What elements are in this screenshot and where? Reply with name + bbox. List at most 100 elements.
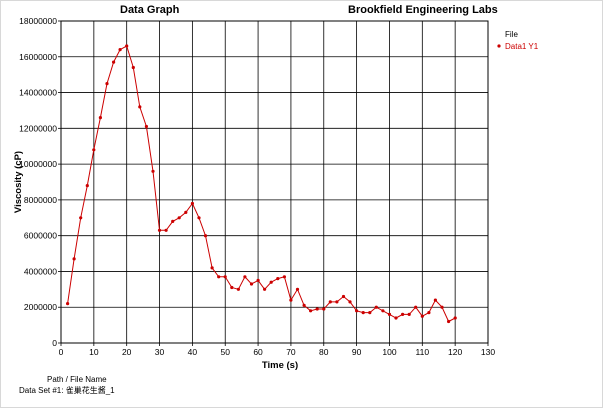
data-point	[407, 312, 411, 316]
data-point	[210, 266, 214, 270]
data-point	[302, 303, 306, 307]
data-point	[164, 228, 168, 232]
data-point	[263, 287, 267, 291]
data-point	[453, 316, 457, 320]
data-point	[355, 309, 359, 313]
x-axis-title: Time (s)	[262, 360, 298, 371]
data-point	[138, 105, 142, 109]
data-point	[341, 294, 346, 299]
x-tick-label: 40	[188, 347, 198, 357]
data-point	[249, 282, 254, 286]
data-point	[197, 216, 201, 220]
x-tick-label: 30	[155, 347, 165, 357]
legend-heading: File	[505, 30, 518, 39]
legend-marker	[497, 44, 501, 48]
data-point	[414, 305, 418, 309]
chart-title: Data Graph	[120, 4, 180, 16]
grid-lines	[61, 21, 488, 343]
axes	[58, 20, 489, 346]
data-point	[157, 228, 162, 232]
y-tick-labels: 0 2000000 4000000 6000000 8000000 10000000 120…	[19, 16, 57, 348]
data-point	[243, 275, 247, 279]
data-point	[236, 287, 240, 291]
data-point	[447, 319, 451, 324]
y-tick-label: 18000000	[19, 16, 57, 26]
series-line	[67, 45, 456, 323]
data-point	[322, 307, 326, 311]
data-point	[72, 257, 76, 261]
x-tick-label: 0	[59, 347, 64, 357]
x-tick-label: 50	[220, 347, 230, 357]
data-point	[85, 184, 89, 188]
data-point	[190, 201, 194, 206]
data-point	[374, 305, 378, 309]
y-tick-label: 6000000	[24, 231, 57, 241]
data-point	[348, 300, 352, 304]
x-tick-label: 10	[89, 347, 99, 357]
x-tick-label: 110	[416, 347, 430, 357]
data-point	[105, 82, 109, 86]
x-tick-label: 80	[319, 347, 329, 357]
data-point	[440, 305, 444, 309]
y-tick-label: 14000000	[19, 88, 57, 98]
lab-title: Brookfield Engineering Labs	[348, 4, 498, 16]
data-point	[427, 311, 431, 315]
y-tick-label: 10000000	[19, 159, 57, 169]
y-tick-label: 12000000	[19, 123, 57, 133]
data-point	[387, 312, 392, 316]
path-file-name-label: Path / File Name	[47, 375, 107, 384]
plot-border	[60, 20, 489, 344]
data-point	[217, 275, 221, 279]
y-tick-label: 0	[52, 338, 57, 348]
data-point	[112, 60, 116, 64]
data-point	[381, 309, 385, 313]
y-axis-title: Viscosity (cP)	[13, 151, 24, 213]
data-point	[92, 148, 96, 152]
x-tick-label: 90	[352, 347, 362, 357]
x-tick-label: 70	[286, 347, 296, 357]
data-point	[144, 124, 148, 129]
data-point	[282, 275, 286, 279]
y-tick-label: 4000000	[24, 266, 57, 276]
data-point	[328, 300, 332, 304]
data-point	[295, 287, 300, 291]
x-tick-labels: 0 10 20 30 40 50 60 70 80 90 100 110 120 130	[59, 347, 496, 357]
data-point	[420, 314, 424, 318]
data-point	[361, 311, 365, 315]
legend-entry-data1-y1: Data1 Y1	[505, 42, 539, 51]
data-point	[223, 275, 227, 279]
data-point	[98, 116, 102, 120]
data-point	[151, 169, 155, 173]
x-tick-label: 20	[122, 347, 132, 357]
legend: File Data1 Y1	[497, 30, 539, 51]
data-point	[203, 234, 208, 238]
data-point	[335, 300, 339, 304]
data-point	[401, 312, 405, 316]
data-point	[171, 219, 175, 223]
data-point	[309, 309, 313, 313]
data-point	[118, 48, 122, 52]
data-point	[177, 216, 181, 220]
data-point	[289, 298, 293, 302]
data-point	[368, 311, 372, 315]
data-point	[276, 277, 280, 281]
dataset-label: Data Set #1: 雀巢花生酱_1	[19, 386, 115, 395]
x-tick-label: 130	[481, 347, 495, 357]
data-point	[125, 44, 129, 48]
data-point	[256, 278, 260, 282]
data-point	[315, 307, 319, 311]
series-data1-y1	[66, 44, 457, 324]
data-point	[394, 316, 398, 320]
data-point	[269, 280, 273, 284]
data-point	[433, 298, 437, 302]
x-tick-label: 120	[448, 347, 462, 357]
data-point	[230, 285, 234, 290]
y-tick-label: 16000000	[19, 52, 57, 62]
data-point	[79, 216, 83, 220]
x-tick-label: 100	[382, 347, 396, 357]
x-tick-label: 60	[253, 347, 263, 357]
y-tick-label: 2000000	[24, 302, 57, 312]
data-point	[184, 210, 188, 214]
